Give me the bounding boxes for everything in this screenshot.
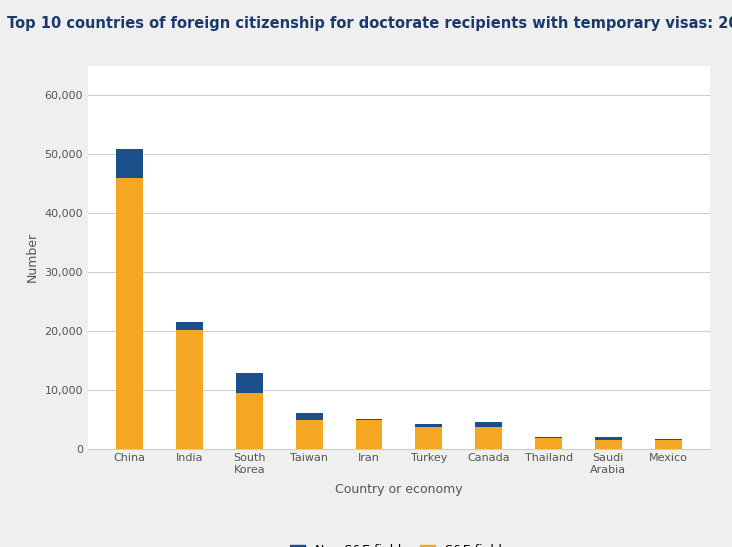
Bar xyxy=(296,413,323,420)
Legend: Non-S&E fields, S&E fields: Non-S&E fields, S&E fields xyxy=(290,544,508,547)
Bar xyxy=(535,437,562,438)
Bar xyxy=(176,323,203,329)
Bar xyxy=(535,438,562,449)
Bar xyxy=(655,439,681,440)
Bar xyxy=(116,178,143,449)
Bar xyxy=(475,427,502,449)
Bar xyxy=(595,438,622,440)
Bar xyxy=(475,422,502,427)
Text: Top 10 countries of foreign citizenship for doctorate recipients with temporary : Top 10 countries of foreign citizenship … xyxy=(7,16,732,31)
Bar xyxy=(296,420,323,449)
X-axis label: Country or economy: Country or economy xyxy=(335,484,463,496)
Bar xyxy=(356,420,383,449)
Bar xyxy=(116,149,143,178)
Bar xyxy=(595,440,622,449)
Bar xyxy=(176,329,203,449)
Bar xyxy=(356,419,383,420)
Bar xyxy=(415,427,442,449)
Bar xyxy=(236,373,263,393)
Y-axis label: Number: Number xyxy=(26,232,39,282)
Bar xyxy=(655,440,681,449)
Bar xyxy=(415,424,442,427)
Bar xyxy=(236,393,263,449)
